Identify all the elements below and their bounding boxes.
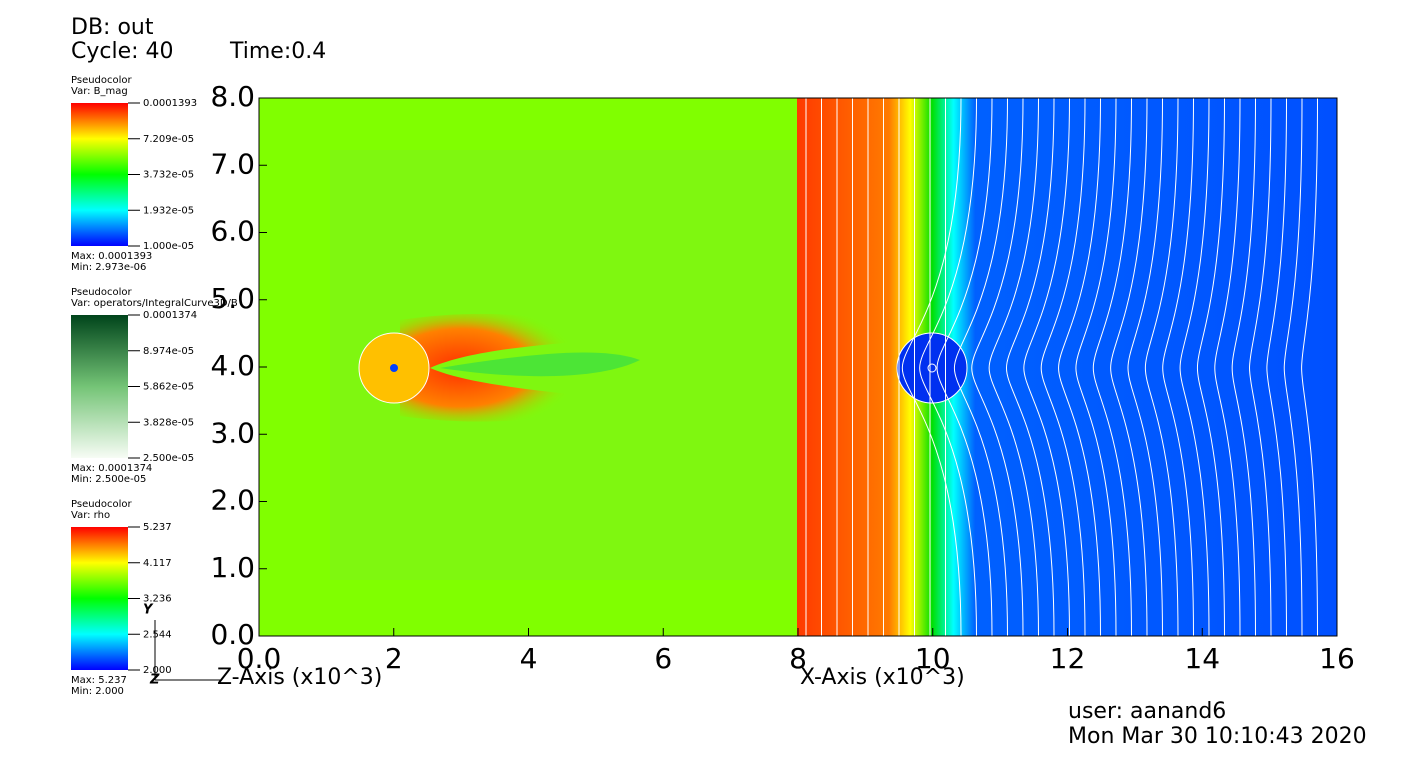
- x-tick-label: 4: [520, 642, 538, 675]
- body-core-right: [927, 363, 937, 373]
- legend-tick-label: 7.209e-05: [143, 134, 194, 145]
- streamline: [1040, 97, 1086, 637]
- x-tick-label: 0.0: [237, 642, 282, 675]
- x-tick-label: 14: [1184, 642, 1220, 675]
- streamline: [1179, 97, 1210, 637]
- streamline: [1283, 97, 1303, 637]
- streamline: [1266, 97, 1287, 637]
- x-axis-title-left: Z-Axis (x10^3): [217, 665, 382, 690]
- legend-tick-label: 4.117: [143, 558, 172, 569]
- color-bar: [71, 315, 128, 458]
- legend-tick-label: 1.932e-05: [143, 205, 194, 216]
- legend-tick-label: 3.732e-05: [143, 170, 194, 181]
- legend-max: Max: 0.0001374: [71, 463, 152, 474]
- legend-tick-label: 0.0001393: [143, 98, 197, 109]
- y-tick-label: 4.0: [210, 349, 255, 382]
- streamline: [901, 97, 962, 637]
- legend-tick-label: 3.828e-05: [143, 417, 194, 428]
- legend-var: Var: B_mag: [71, 86, 128, 97]
- y-tick-label: 2.0: [210, 484, 255, 517]
- legend-tick-label: 2.544: [143, 629, 172, 640]
- streamline: [1023, 97, 1070, 637]
- x-tick-label: 6: [654, 642, 672, 675]
- legend-tick-label: 3.236: [143, 594, 172, 605]
- streamline: [988, 97, 1039, 637]
- triad: Y Z: [143, 603, 220, 688]
- x-axis-title-right: X-Axis (x10^3): [800, 665, 965, 690]
- legend-tick-label: 2.000: [143, 665, 172, 676]
- bow-region: [400, 313, 600, 422]
- x-tick-label: 2: [385, 642, 403, 675]
- x-tick-label: 16: [1319, 642, 1355, 675]
- streamline: [1144, 97, 1179, 637]
- y-tick-label: 7.0: [210, 147, 255, 180]
- legend-tick-label: 1.000e-05: [143, 241, 194, 252]
- streamline: [1162, 97, 1194, 637]
- streamline: [1127, 97, 1163, 637]
- triad-z: Z: [149, 673, 160, 688]
- y-tick-label: 5.0: [210, 282, 255, 315]
- y-tick-label: 0.0: [210, 618, 255, 651]
- legend-var: Var: rho: [71, 510, 110, 521]
- legend-var: Var: operators/IntegralCurve3D/B: [71, 298, 238, 309]
- db-name: DB: out: [71, 15, 154, 40]
- streamline: [1249, 97, 1272, 637]
- legend-min: Min: 2.500e-05: [71, 474, 146, 485]
- legend-plot: Pseudocolor: [71, 287, 133, 298]
- legend-min: Min: 2.973e-06: [71, 262, 146, 273]
- streamline: [936, 97, 993, 637]
- streamline: [1301, 97, 1318, 637]
- y-tick-label: 6.0: [210, 215, 255, 248]
- color-bar: [71, 527, 128, 670]
- legend-plot: Pseudocolor: [71, 499, 133, 510]
- date: Mon Mar 30 10:10:43 2020: [1068, 724, 1367, 749]
- legend-tick-label: 0.0001374: [143, 310, 197, 321]
- streamline: [1005, 97, 1055, 637]
- streamline: [1214, 97, 1241, 637]
- streamlines: [805, 97, 1318, 637]
- y-tick-label: 1.0: [210, 551, 255, 584]
- streamline: [1058, 97, 1101, 637]
- streamline: [1075, 97, 1117, 637]
- x-tick-label: 8: [789, 642, 807, 675]
- user: user: aanand6: [1068, 699, 1226, 724]
- streamline: [1092, 97, 1132, 637]
- legend-max: Max: 0.0001393: [71, 251, 152, 262]
- streamline: [1196, 97, 1225, 637]
- streamline: [971, 97, 1024, 637]
- legend-tick-label: 5.862e-05: [143, 382, 194, 393]
- y-tick-label: 3.0: [210, 416, 255, 449]
- body-core: [390, 364, 398, 372]
- time: Time:0.4: [229, 39, 326, 64]
- tail-region: [440, 352, 640, 377]
- triad-y: Y: [143, 603, 154, 618]
- streamline: [953, 97, 1008, 637]
- plot-area: [258, 97, 1338, 637]
- legend-tick-label: 2.500e-05: [143, 453, 194, 464]
- streamline: [1231, 97, 1256, 637]
- legend-plot: Pseudocolor: [71, 75, 133, 86]
- streamline: [1110, 97, 1148, 637]
- field-right: [797, 98, 1337, 636]
- y-tick-label: 8.0: [210, 80, 255, 113]
- legend-tick-label: 5.237: [143, 522, 172, 533]
- body-right: [896, 332, 968, 404]
- x-tick-label: 10: [915, 642, 951, 675]
- cycle: Cycle: 40: [71, 39, 174, 64]
- streamline: [919, 97, 977, 637]
- legend-min: Min: 2.000: [71, 686, 124, 697]
- color-bar: [71, 103, 128, 246]
- legend-max: Max: 5.237: [71, 675, 127, 686]
- x-tick-label: 12: [1050, 642, 1086, 675]
- legend-tick-label: 8.974e-05: [143, 346, 194, 357]
